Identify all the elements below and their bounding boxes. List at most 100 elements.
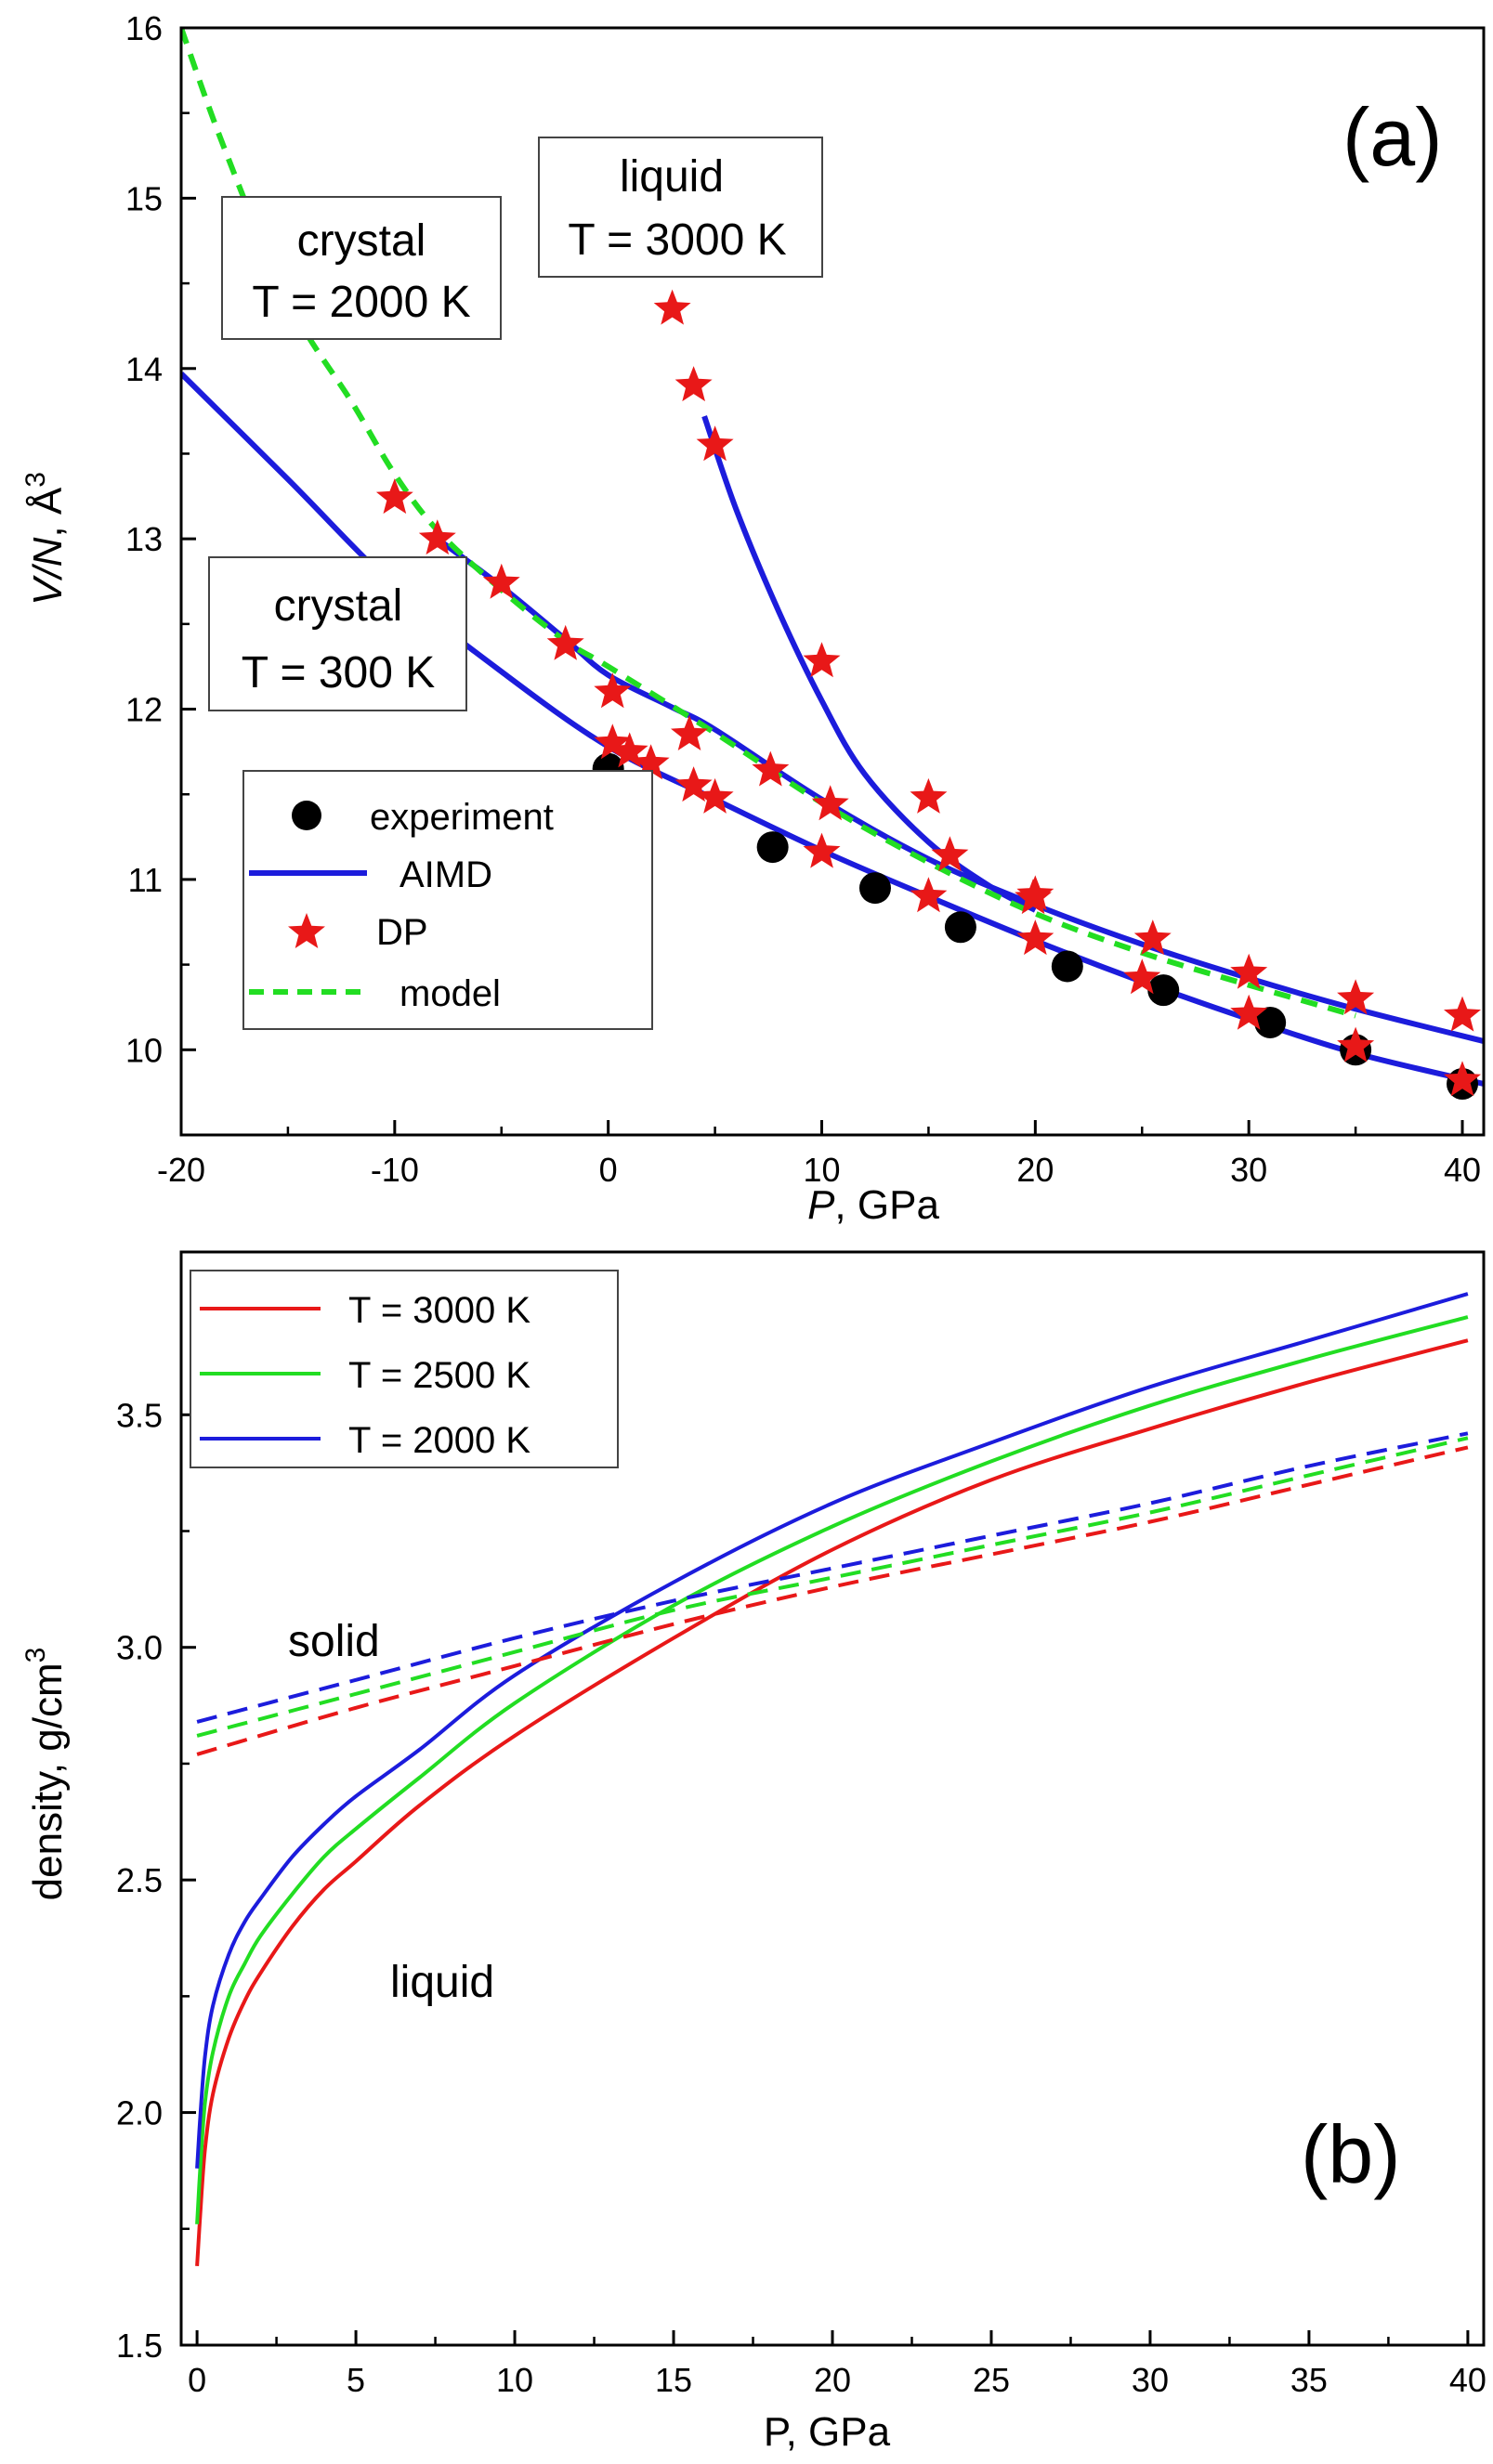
y-tick-label: 16 — [125, 9, 163, 47]
x-tick-label: 30 — [1132, 2361, 1169, 2399]
point-experiment — [1147, 974, 1180, 1007]
point-dp — [910, 777, 948, 814]
panel-b: 0 5 10 15 20 25 30 35 40 1.5 2.0 2.5 3.0 3.5 P, GPa d… — [20, 1250, 1486, 2455]
y-tick-label: 12 — [125, 691, 163, 729]
point-dp — [1016, 919, 1054, 956]
panel-b-legend-box — [190, 1270, 619, 1468]
point-dp — [594, 724, 632, 760]
y-tick-label: 13 — [125, 520, 163, 558]
annotation-liquid: liquid — [390, 1958, 494, 2007]
panel-a-frame — [179, 26, 1486, 1137]
point-dp — [653, 289, 691, 325]
y-tick-label: 15 — [125, 179, 163, 217]
x-tick-label: 25 — [973, 2361, 1010, 2399]
annotation-liquid-3000k: liquid T = 3000 K — [538, 137, 823, 278]
point-dp — [696, 425, 734, 462]
legend-dp-marker — [288, 913, 325, 948]
point-experiment — [944, 911, 976, 944]
point-dp — [811, 785, 849, 821]
point-dp — [418, 519, 456, 555]
series-t-2500-k-solid — [196, 1436, 1469, 1738]
svg-text:T = 300 K: T = 300 K — [242, 648, 436, 697]
panel-a-y-axis-title: V/N, Å3 — [20, 472, 71, 606]
point-dp — [674, 766, 713, 802]
panel-a: -20 -10 0 10 20 30 40 10 11 12 13 14 15 16 P, GPa V/N… — [20, 9, 1486, 1228]
x-tick-label: 15 — [655, 2361, 692, 2399]
y-tick-label: 1.5 — [116, 2327, 163, 2365]
legend-3000k-label: T = 3000 K — [348, 1290, 530, 1331]
point-dp — [482, 563, 520, 599]
y-tick-label: 10 — [125, 1031, 163, 1069]
point-dp — [752, 750, 790, 787]
series-lines — [195, 1292, 1469, 2267]
point-dp — [1123, 958, 1161, 995]
panel-b-frame — [179, 1250, 1486, 2347]
x-tick-label: 20 — [1016, 1151, 1054, 1189]
legend-experiment-marker — [292, 801, 321, 830]
series-t-3000-k — [195, 1338, 1469, 2267]
point-dp — [594, 672, 632, 709]
panel-a-label: (a) — [1342, 91, 1443, 183]
svg-text:liquid: liquid — [620, 152, 724, 202]
panel-a-tick-labels: -20 -10 0 10 20 30 40 10 11 12 13 14 15 16 — [125, 9, 1481, 1189]
y-tick-label: 2.0 — [116, 2094, 163, 2132]
point-experiment — [756, 831, 789, 864]
point-dp — [910, 877, 948, 913]
x-tick-label: 0 — [599, 1151, 618, 1189]
legend-2500k-label: T = 2500 K — [348, 1355, 530, 1396]
point-dp — [632, 744, 670, 780]
point-dp — [1133, 919, 1172, 956]
x-tick-label: 30 — [1230, 1151, 1267, 1189]
point-dp — [610, 732, 648, 768]
point-dp — [803, 832, 841, 868]
point-experiment — [858, 872, 891, 905]
point-dp — [1444, 996, 1481, 1032]
x-tick-label: 40 — [1444, 1151, 1481, 1189]
annotation-crystal-300k: crystal T = 300 K — [208, 556, 467, 711]
panel-b-legend: T = 3000 K T = 2500 K T = 2000 K — [190, 1270, 619, 1468]
legend-experiment-label: experiment — [370, 797, 554, 838]
x-tick-label: 40 — [1449, 2361, 1486, 2399]
x-tick-label: -20 — [157, 1151, 205, 1189]
x-tick-label: 35 — [1290, 2361, 1328, 2399]
point-dp — [1230, 953, 1268, 989]
point-dp — [1230, 994, 1268, 1030]
svg-text:crystal: crystal — [297, 216, 426, 266]
x-tick-label: 5 — [347, 2361, 365, 2399]
point-dp — [1337, 1026, 1375, 1063]
point-dp — [674, 366, 713, 402]
panel-b-y-axis-title: density, g/cm3 — [20, 1648, 71, 1901]
series-aimd-t-3000k — [701, 415, 1037, 913]
point-dp — [375, 478, 413, 515]
point-experiment — [1051, 950, 1083, 983]
legend-model-label: model — [399, 973, 501, 1014]
panel-b-label: (b) — [1301, 2108, 1401, 2200]
svg-text:T = 3000 K: T = 3000 K — [568, 215, 786, 265]
series-markers — [375, 289, 1481, 1100]
y-tick-label: 3.0 — [116, 1629, 163, 1667]
legend-aimd-label: AIMD — [399, 854, 492, 895]
y-tick-label: 2.5 — [116, 1861, 163, 1899]
legend-2000k-label: T = 2000 K — [348, 1420, 530, 1461]
y-tick-label: 3.5 — [116, 1396, 163, 1434]
point-dp — [803, 642, 841, 678]
svg-text:crystal: crystal — [274, 581, 403, 631]
point-dp — [696, 777, 734, 814]
panel-b-x-axis-title: P, GPa — [764, 2409, 891, 2455]
panel-b-series — [195, 1292, 1469, 2267]
point-dp — [931, 836, 969, 872]
x-tick-label: -10 — [371, 1151, 419, 1189]
point-dp — [1444, 1061, 1481, 1097]
point-dp — [546, 624, 584, 660]
panel-b-tick-labels: 0 5 10 15 20 25 30 35 40 1.5 2.0 2.5 3.0 3.5 — [116, 1396, 1486, 2399]
y-tick-label: 14 — [125, 350, 163, 388]
x-tick-label: 10 — [496, 2361, 533, 2399]
y-tick-label: 11 — [128, 861, 163, 899]
point-dp — [1337, 979, 1375, 1015]
panel-a-x-axis-title: P, GPa — [807, 1182, 939, 1228]
series-t-3000-k-solid — [196, 1445, 1469, 1756]
annotation-solid: solid — [288, 1617, 380, 1666]
annotation-crystal-2000k: crystal T = 2000 K — [221, 196, 502, 340]
